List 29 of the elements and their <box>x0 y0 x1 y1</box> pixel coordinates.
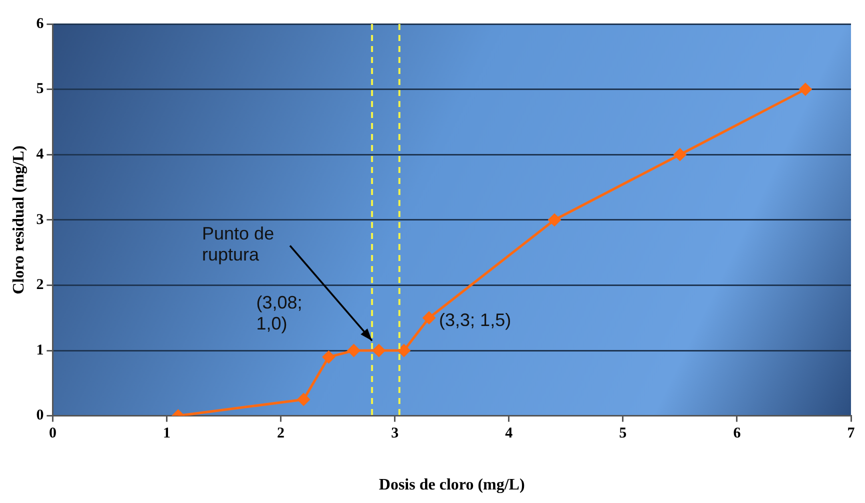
y-tick-label: 6 <box>36 16 44 32</box>
x-tick-label: 7 <box>847 426 856 442</box>
point <box>347 344 360 357</box>
x-axis-title: Dosis de cloro (mg/L) <box>378 476 525 494</box>
x-tick-label: 5 <box>619 426 627 442</box>
point <box>372 344 386 357</box>
point <box>673 148 686 162</box>
x-tick-label: 6 <box>733 426 742 442</box>
point <box>422 311 436 324</box>
y-tick-label: 0 <box>36 408 44 424</box>
y-tick-label: 4 <box>36 146 44 162</box>
y-tick-label: 5 <box>36 81 44 98</box>
annotation: Punto de ruptura <box>202 224 274 265</box>
x-tick-label: 4 <box>505 426 514 442</box>
point <box>548 213 561 226</box>
point <box>322 350 336 364</box>
y-tick-label: 2 <box>36 277 44 294</box>
annotation: (3,08; 1,0) <box>256 292 302 334</box>
x-tick-label: 2 <box>277 426 285 442</box>
point <box>397 344 410 357</box>
y-tick-label: 1 <box>36 342 44 358</box>
point <box>297 392 310 406</box>
x-tick-label: 1 <box>162 426 170 442</box>
y-tick-label: 3 <box>36 212 44 228</box>
point <box>798 82 812 96</box>
y-axis-title: Cloro residual (mg/L) <box>10 146 28 294</box>
x-tick-label: 3 <box>391 426 399 442</box>
x-tick-label: 0 <box>48 426 56 442</box>
annotation: (3,3; 1,5) <box>439 310 512 330</box>
